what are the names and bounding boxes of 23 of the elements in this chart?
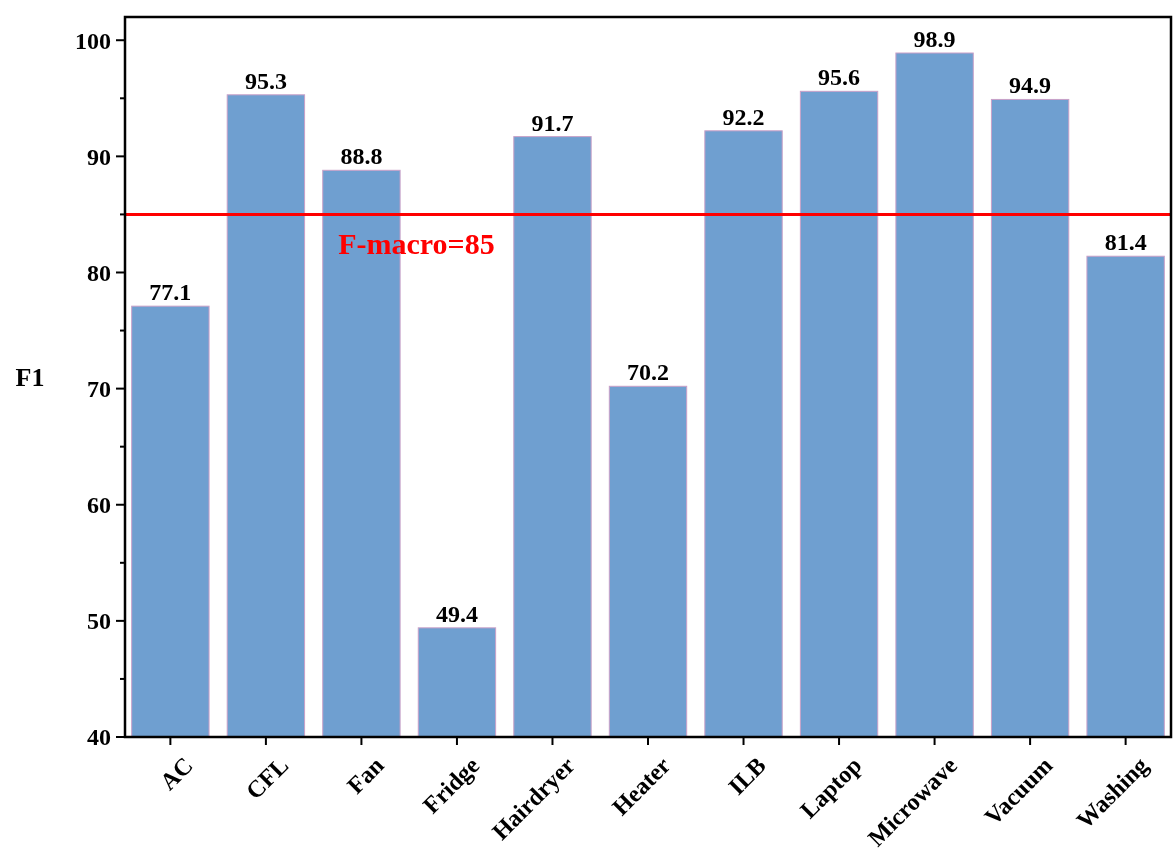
x-tick-label: AC — [154, 752, 198, 795]
data-label: 94.9 — [1009, 72, 1052, 99]
data-label: 77.1 — [149, 279, 192, 306]
y-tick-label: 70 — [87, 376, 111, 403]
y-tick-label: 100 — [75, 27, 111, 54]
y-tick-label: 40 — [87, 724, 111, 751]
data-label: 91.7 — [531, 109, 574, 136]
x-tick-label: CFL — [240, 752, 294, 805]
data-label: 95.6 — [818, 64, 861, 91]
x-tick-label: ILB — [723, 752, 771, 800]
data-label: 70.2 — [627, 359, 669, 386]
data-label: 49.4 — [435, 600, 478, 627]
y-tick-label: 90 — [87, 143, 111, 170]
data-label: 95.3 — [244, 67, 287, 94]
data-label: 98.9 — [913, 26, 956, 52]
y-tick-label: 50 — [87, 608, 111, 635]
data-label: 92.2 — [722, 103, 765, 130]
y-axis-title: F1 — [15, 363, 45, 393]
y-tick-label: 60 — [87, 492, 111, 519]
y-tick-label: 80 — [87, 259, 111, 286]
x-tick-label: Fan — [342, 752, 389, 799]
data-label: 81.4 — [1104, 229, 1147, 256]
data-label: 88.8 — [340, 143, 383, 170]
